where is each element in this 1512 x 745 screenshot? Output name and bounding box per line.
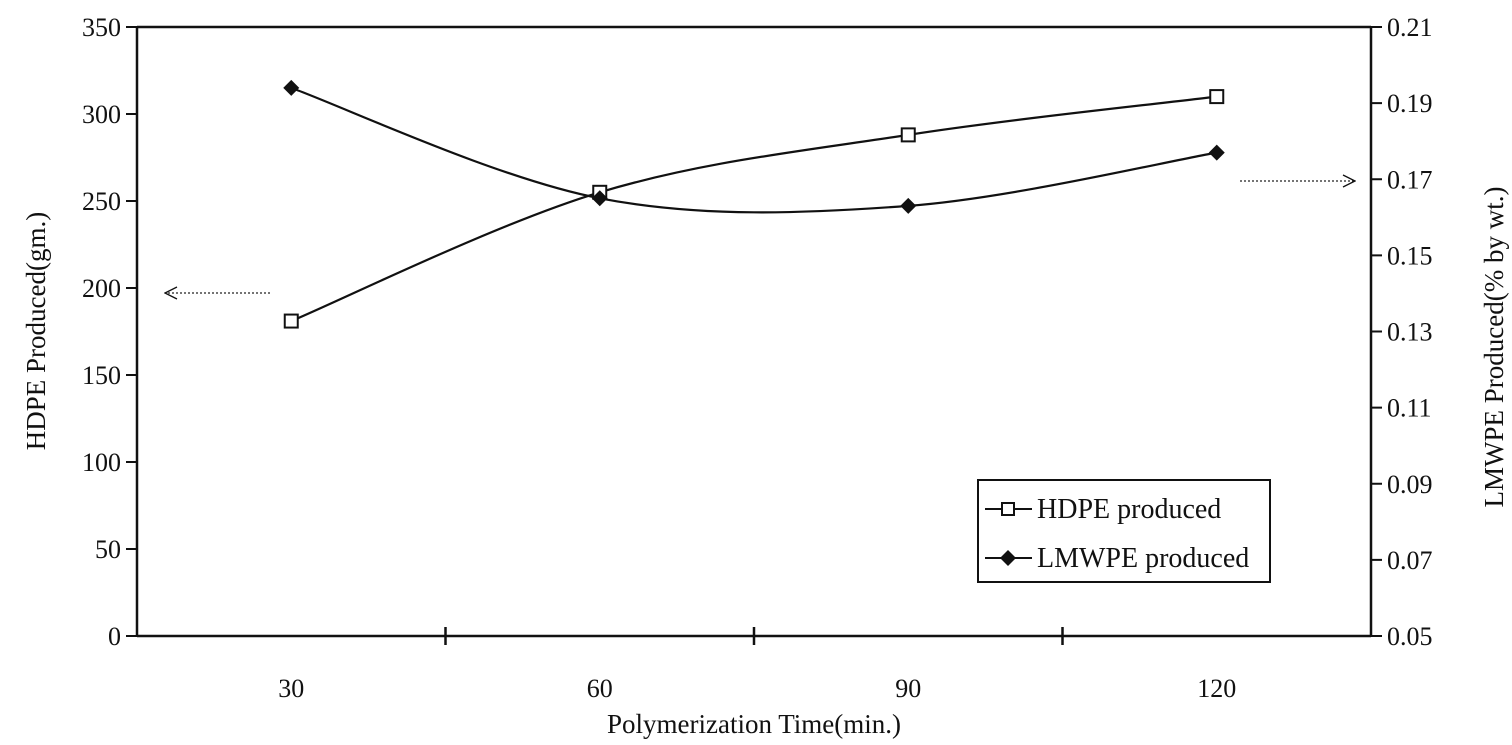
annotation-arrows: [165, 181, 1355, 293]
right-tick-label: 0.19: [1387, 89, 1433, 118]
data-point-lmwpe: [900, 197, 917, 214]
data-point-hdpe: [900, 127, 916, 143]
x-tick-label: 90: [895, 674, 921, 703]
series-line-hdpe: [290, 95, 1217, 323]
right-tick-label: 0.17: [1387, 165, 1433, 194]
right-y-axis-ticks: 0.05 0.07 0.09 0.11 0.13 0.15 0.17 0.19 0.21: [1371, 13, 1433, 651]
series-lmwpe: [283, 79, 1225, 214]
legend-label-hdpe: HDPE produced: [1037, 494, 1221, 525]
legend-marker-hdpe: [1001, 502, 1015, 516]
left-tick-label: 50: [95, 535, 121, 564]
right-tick-label: 0.07: [1387, 546, 1433, 575]
legend: HDPE produced LMWPE produced: [977, 479, 1271, 583]
left-tick-label: 100: [82, 448, 121, 477]
legend-marker-lmwpe: [1000, 550, 1016, 566]
left-tick-label: 150: [82, 361, 121, 390]
legend-item-hdpe: HDPE produced: [985, 494, 1221, 525]
series-hdpe: [283, 89, 1225, 329]
right-tick-label: 0.21: [1387, 13, 1433, 42]
data-point-hdpe: [1209, 89, 1225, 105]
left-tick-label: 0: [108, 622, 121, 651]
data-point-hdpe: [283, 313, 299, 329]
right-y-axis-title: LMWPE Produced(% by wt.): [1479, 187, 1509, 508]
left-tick-label: 200: [82, 274, 121, 303]
x-tick-label: 30: [278, 674, 304, 703]
data-point-lmwpe: [591, 190, 608, 207]
legend-label-lmwpe: LMWPE produced: [1037, 543, 1249, 574]
x-axis-title: Polymerization Time(min.): [607, 709, 901, 739]
left-tick-label: 350: [82, 13, 121, 42]
left-y-axis-ticks: 0 50 100 150 200 250 300 350: [82, 13, 137, 651]
right-tick-label: 0.13: [1387, 318, 1433, 347]
left-y-axis-title: HDPE Produced(gm.): [21, 212, 51, 450]
x-tick-label: 120: [1197, 674, 1236, 703]
left-tick-label: 300: [82, 100, 121, 129]
series-line-lmwpe: [290, 86, 1217, 214]
data-point-lmwpe: [283, 79, 300, 96]
data-point-lmwpe: [1208, 144, 1225, 161]
right-tick-label: 0.05: [1387, 622, 1433, 651]
x-axis-ticks: 30 60 90 120: [278, 627, 1236, 703]
legend-item-lmwpe: LMWPE produced: [985, 543, 1249, 574]
right-tick-label: 0.11: [1387, 394, 1432, 423]
legend-box: [977, 479, 1271, 583]
x-tick-label: 60: [587, 674, 613, 703]
left-tick-label: 250: [82, 187, 121, 216]
right-tick-label: 0.15: [1387, 241, 1433, 270]
right-tick-label: 0.09: [1387, 470, 1433, 499]
series-layer: [283, 79, 1225, 329]
